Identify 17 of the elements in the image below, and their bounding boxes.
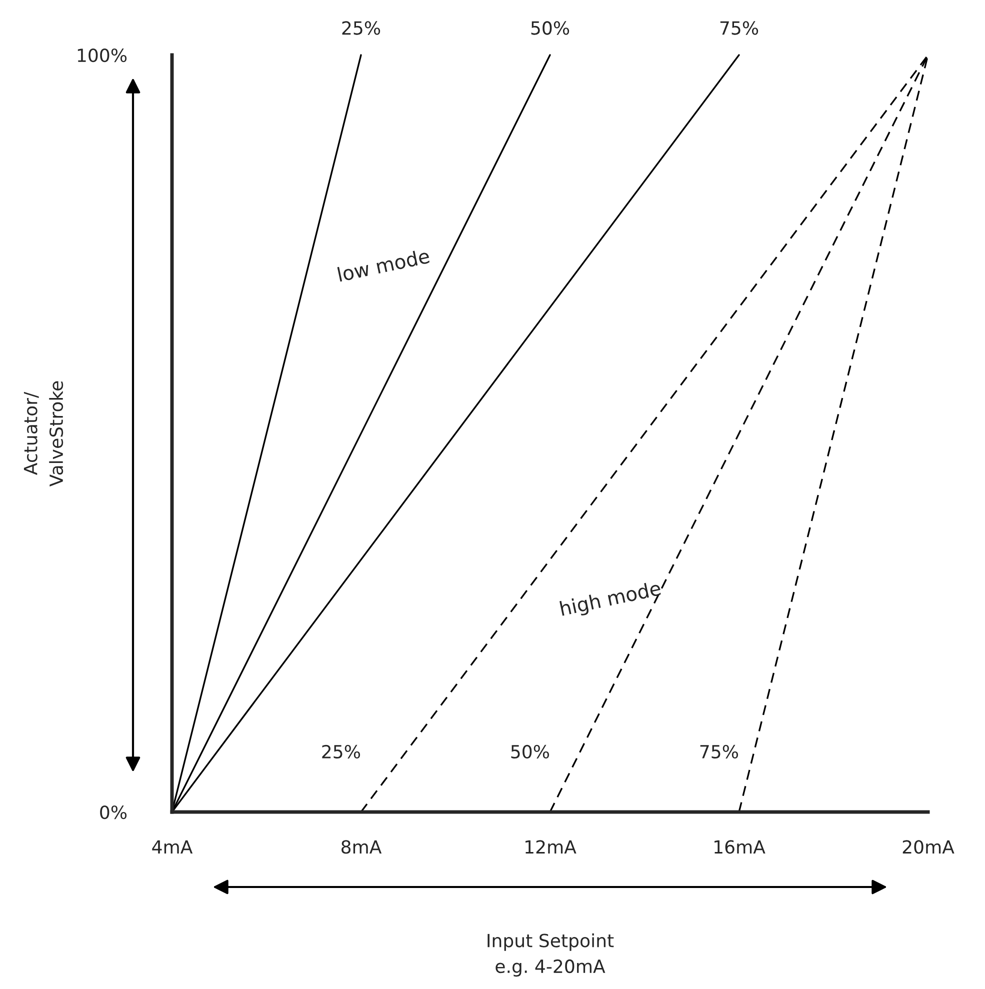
x-tick-label: 8mA [342, 840, 382, 854]
x-tick-label: 20mA [902, 840, 954, 854]
series-label: 25% [322, 744, 360, 758]
series-label: 25% [342, 21, 380, 35]
series-label: 75% [700, 744, 738, 758]
series-label: 50% [511, 744, 550, 758]
annotation: high mode [560, 580, 662, 620]
y-tick-label: 100% [78, 48, 127, 62]
x-tick-label: 12mA [526, 840, 576, 854]
series-label: 50% [531, 21, 570, 35]
x-axis-title: Input Setpoint e.g. 4-20mA [488, 933, 614, 977]
annotation: low mode [337, 248, 430, 282]
x-tick-label: 4mA [152, 840, 193, 854]
y-axis-title: Actuator/ ValveStroke [24, 381, 64, 487]
x-tick-label: 16mA [714, 840, 766, 854]
y-tick-label: 0% [100, 805, 127, 820]
series-label: 75% [720, 21, 758, 35]
